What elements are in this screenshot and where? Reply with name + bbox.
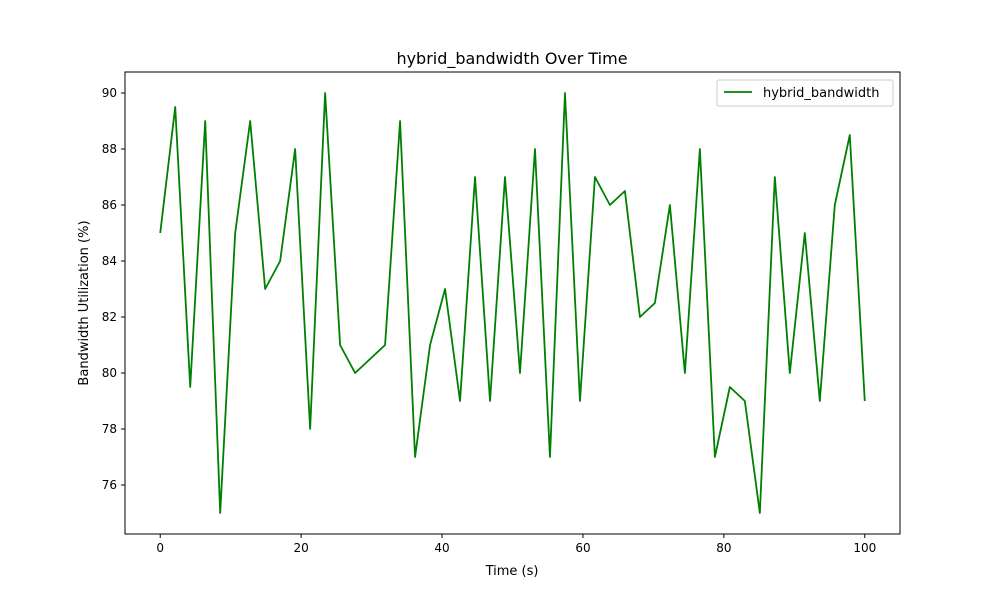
y-tick-label: 76 — [102, 478, 117, 492]
x-tick-label: 100 — [853, 541, 876, 555]
plot-frame — [124, 71, 901, 535]
y-tick-label: 84 — [102, 254, 117, 268]
y-tick-label: 80 — [102, 366, 117, 380]
y-tick-label: 88 — [102, 142, 117, 156]
plot-area — [125, 72, 900, 534]
y-tick-label: 78 — [102, 422, 117, 436]
y-tick-label: 86 — [102, 198, 117, 212]
plot-background — [125, 72, 900, 534]
x-tick-label: 60 — [575, 541, 590, 555]
x-tick-label: 80 — [716, 541, 731, 555]
legend: hybrid_bandwidth — [716, 79, 894, 107]
y-axis-label: Bandwidth Utilization (%) — [77, 220, 92, 385]
x-tick-label: 20 — [293, 541, 308, 555]
x-tick-label: 0 — [156, 541, 164, 555]
series-line-hybrid-bandwidth — [159, 92, 866, 514]
x-tick-label: 40 — [434, 541, 449, 555]
chart-title: hybrid_bandwidth Over Time — [396, 49, 627, 69]
y-tick-label: 82 — [102, 310, 117, 324]
x-axis-label: Time (s) — [485, 564, 539, 579]
y-tick-label: 90 — [102, 86, 117, 100]
axes: 0 20 40 60 80 100 76 78 80 82 84 86 88 90 — [102, 71, 901, 555]
legend-box — [716, 79, 894, 107]
legend-label: hybrid_bandwidth — [763, 86, 879, 101]
